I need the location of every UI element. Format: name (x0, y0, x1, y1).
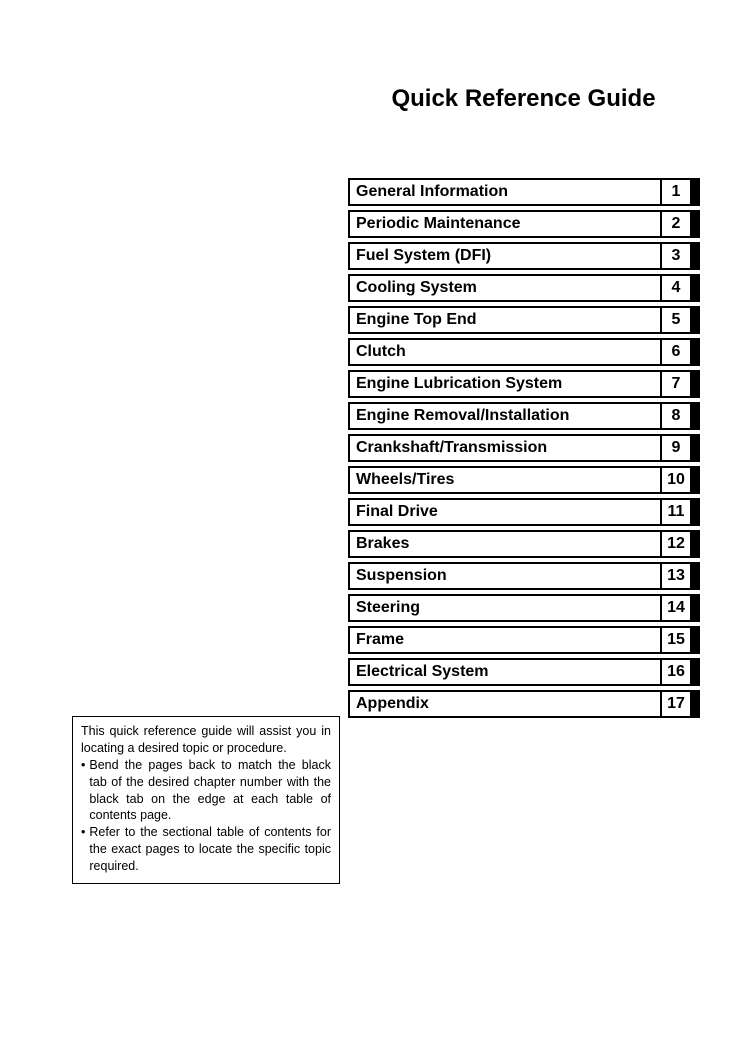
toc-number: 13 (660, 562, 692, 590)
page: Quick Reference Guide General Informatio… (0, 0, 737, 1040)
toc-number: 7 (660, 370, 692, 398)
note-intro: This quick reference guide will assist y… (81, 723, 331, 757)
toc-row: Frame 15 (348, 626, 700, 654)
toc-row: Cooling System 4 (348, 274, 700, 302)
toc-row: Wheels/Tires 10 (348, 466, 700, 494)
toc-tab (692, 530, 700, 558)
toc-number: 8 (660, 402, 692, 430)
toc-number: 6 (660, 338, 692, 366)
toc-tab (692, 690, 700, 718)
toc-tab (692, 210, 700, 238)
toc-row: Clutch 6 (348, 338, 700, 366)
toc-tab (692, 370, 700, 398)
toc-tab (692, 274, 700, 302)
toc-row: Crankshaft/Transmission 9 (348, 434, 700, 462)
toc-row: Brakes 12 (348, 530, 700, 558)
toc-tab (692, 626, 700, 654)
note-bullet: • Bend the pages back to match the black… (81, 757, 331, 825)
toc-tab (692, 594, 700, 622)
toc-tab (692, 402, 700, 430)
toc-label: Brakes (348, 530, 660, 558)
toc-number: 3 (660, 242, 692, 270)
toc-number: 12 (660, 530, 692, 558)
toc-number: 16 (660, 658, 692, 686)
toc-label: Cooling System (348, 274, 660, 302)
toc-tab (692, 466, 700, 494)
toc-label: General Information (348, 178, 660, 206)
toc-tab (692, 242, 700, 270)
toc-number: 4 (660, 274, 692, 302)
toc-label: Fuel System (DFI) (348, 242, 660, 270)
toc-label: Frame (348, 626, 660, 654)
toc-label: Electrical System (348, 658, 660, 686)
toc-label: Crankshaft/Transmission (348, 434, 660, 462)
toc-row: Final Drive 11 (348, 498, 700, 526)
toc-row: Engine Removal/Installation 8 (348, 402, 700, 430)
toc-row: Engine Lubrication System 7 (348, 370, 700, 398)
toc-tab (692, 306, 700, 334)
toc-number: 5 (660, 306, 692, 334)
toc-label: Periodic Maintenance (348, 210, 660, 238)
note-bullet: • Refer to the sectional table of conten… (81, 824, 331, 875)
toc-number: 15 (660, 626, 692, 654)
toc-row: General Information 1 (348, 178, 700, 206)
toc-tab (692, 498, 700, 526)
note-box: This quick reference guide will assist y… (72, 716, 340, 884)
toc-label: Engine Top End (348, 306, 660, 334)
toc-label: Steering (348, 594, 660, 622)
toc-number: 14 (660, 594, 692, 622)
toc-label: Appendix (348, 690, 660, 718)
note-bullet-text: Refer to the sectional table of contents… (86, 824, 331, 875)
toc-number: 2 (660, 210, 692, 238)
toc-tab (692, 658, 700, 686)
page-title: Quick Reference Guide (340, 85, 707, 113)
toc-tab (692, 434, 700, 462)
note-bullet-text: Bend the pages back to match the black t… (86, 757, 331, 825)
toc-row: Fuel System (DFI) 3 (348, 242, 700, 270)
toc-row: Steering 14 (348, 594, 700, 622)
toc-tab (692, 178, 700, 206)
toc-list: General Information 1 Periodic Maintenan… (348, 178, 700, 722)
toc-label: Engine Lubrication System (348, 370, 660, 398)
toc-row: Suspension 13 (348, 562, 700, 590)
toc-row: Appendix 17 (348, 690, 700, 718)
toc-number: 11 (660, 498, 692, 526)
toc-row: Engine Top End 5 (348, 306, 700, 334)
toc-tab (692, 338, 700, 366)
toc-number: 1 (660, 178, 692, 206)
toc-row: Periodic Maintenance 2 (348, 210, 700, 238)
toc-number: 9 (660, 434, 692, 462)
toc-tab (692, 562, 700, 590)
toc-row: Electrical System 16 (348, 658, 700, 686)
toc-number: 17 (660, 690, 692, 718)
toc-label: Suspension (348, 562, 660, 590)
toc-label: Final Drive (348, 498, 660, 526)
toc-label: Engine Removal/Installation (348, 402, 660, 430)
toc-label: Wheels/Tires (348, 466, 660, 494)
toc-label: Clutch (348, 338, 660, 366)
toc-number: 10 (660, 466, 692, 494)
